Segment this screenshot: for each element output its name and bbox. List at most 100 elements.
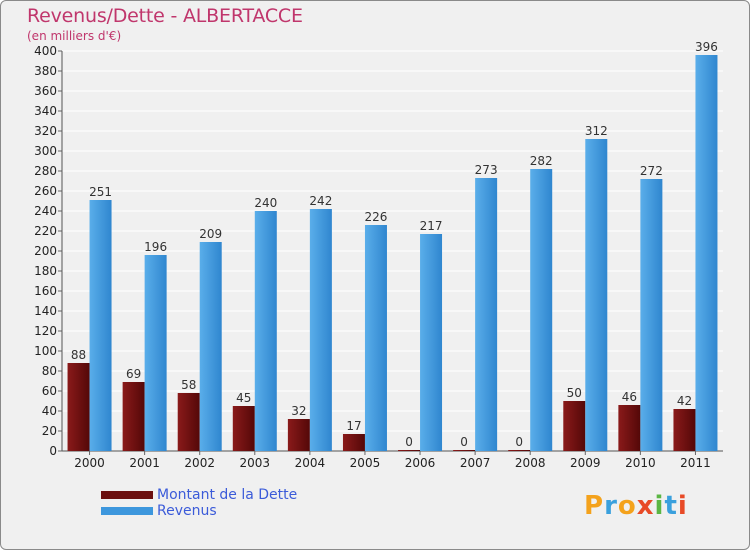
data-label: 42 bbox=[677, 394, 692, 408]
data-label: 45 bbox=[236, 391, 251, 405]
y-tick-label: 140 bbox=[34, 304, 57, 318]
data-label: 242 bbox=[309, 194, 332, 208]
y-tick-label: 160 bbox=[34, 284, 57, 298]
bar-revenus bbox=[420, 234, 443, 451]
logo-letter: t bbox=[664, 491, 678, 521]
bar-revenus bbox=[640, 179, 663, 451]
legend-label-revenus: Revenus bbox=[157, 503, 217, 519]
y-tick-label: 60 bbox=[42, 384, 57, 398]
data-label: 226 bbox=[365, 210, 388, 224]
y-tick-label: 180 bbox=[34, 264, 57, 278]
x-tick-label: 2001 bbox=[129, 456, 160, 470]
logo-letter: o bbox=[617, 491, 637, 521]
y-tick-label: 100 bbox=[34, 344, 57, 358]
logo-letter: r bbox=[604, 491, 618, 521]
y-tick-label: 340 bbox=[34, 104, 57, 118]
bar-dette bbox=[232, 406, 255, 451]
x-tick-label: 2008 bbox=[515, 456, 546, 470]
legend-swatch-dette bbox=[101, 491, 153, 499]
logo-letter: x bbox=[636, 491, 655, 521]
data-label: 196 bbox=[144, 240, 167, 254]
bar-dette bbox=[673, 409, 696, 451]
logo-letter: P bbox=[584, 491, 605, 521]
y-tick-label: 320 bbox=[34, 124, 57, 138]
x-tick-label: 2006 bbox=[405, 456, 436, 470]
bar-revenus bbox=[695, 55, 718, 451]
bar-dette bbox=[122, 382, 145, 451]
legend-item-dette: Montant de la Dette bbox=[101, 487, 297, 503]
data-label: 17 bbox=[346, 419, 361, 433]
bar-dette bbox=[398, 450, 421, 451]
chart-title: Revenus/Dette - ALBERTACCE bbox=[27, 5, 303, 27]
bar-revenus bbox=[309, 209, 332, 451]
y-tick-label: 360 bbox=[34, 84, 57, 98]
data-label: 0 bbox=[405, 435, 413, 449]
bar-dette bbox=[342, 434, 365, 451]
x-tick-label: 2003 bbox=[240, 456, 271, 470]
data-label: 0 bbox=[515, 435, 523, 449]
chart-subtitle: (en milliers d'€) bbox=[27, 29, 122, 43]
data-label: 217 bbox=[420, 219, 443, 233]
logo-letter: i bbox=[677, 491, 688, 521]
y-tick-label: 240 bbox=[34, 204, 57, 218]
data-label: 50 bbox=[567, 386, 582, 400]
bar-revenus bbox=[475, 178, 498, 451]
y-tick-label: 40 bbox=[42, 404, 57, 418]
bar-dette bbox=[508, 450, 531, 451]
data-label: 58 bbox=[181, 378, 196, 392]
data-label: 69 bbox=[126, 367, 141, 381]
x-tick-label: 2004 bbox=[295, 456, 326, 470]
x-tick-label: 2009 bbox=[570, 456, 601, 470]
data-label: 240 bbox=[254, 196, 277, 210]
x-tick-label: 2000 bbox=[74, 456, 105, 470]
y-tick-label: 400 bbox=[34, 44, 57, 58]
data-label: 32 bbox=[291, 404, 306, 418]
bar-revenus bbox=[199, 242, 222, 451]
data-label: 46 bbox=[622, 390, 637, 404]
x-tick-label: 2002 bbox=[184, 456, 215, 470]
y-tick-label: 260 bbox=[34, 184, 57, 198]
y-tick-label: 0 bbox=[49, 444, 57, 458]
bar-revenus bbox=[89, 200, 112, 451]
y-tick-label: 380 bbox=[34, 64, 57, 78]
bar-dette bbox=[563, 401, 586, 451]
data-label: 396 bbox=[695, 40, 718, 54]
bar-revenus bbox=[144, 255, 167, 451]
x-tick-label: 2007 bbox=[460, 456, 491, 470]
y-tick-label: 300 bbox=[34, 144, 57, 158]
data-label: 273 bbox=[475, 163, 498, 177]
x-tick-label: 2011 bbox=[680, 456, 711, 470]
data-label: 312 bbox=[585, 124, 608, 138]
x-tick-label: 2005 bbox=[350, 456, 381, 470]
legend-swatch-revenus bbox=[101, 507, 153, 515]
data-label: 88 bbox=[71, 348, 86, 362]
bar-dette bbox=[453, 450, 476, 451]
data-label: 0 bbox=[460, 435, 468, 449]
y-tick-label: 280 bbox=[34, 164, 57, 178]
data-label: 251 bbox=[89, 185, 112, 199]
bar-dette bbox=[618, 405, 641, 451]
bar-dette bbox=[177, 393, 200, 451]
y-tick-label: 80 bbox=[42, 364, 57, 378]
proxiti-logo: Proxiti bbox=[584, 491, 688, 521]
bar-revenus bbox=[364, 225, 387, 451]
bar-dette bbox=[67, 363, 90, 451]
legend-item-revenus: Revenus bbox=[101, 503, 297, 519]
logo-letter: i bbox=[654, 491, 665, 521]
bar-dette bbox=[287, 419, 310, 451]
bar-revenus bbox=[585, 139, 608, 451]
x-tick-label: 2010 bbox=[625, 456, 656, 470]
bar-revenus bbox=[530, 169, 553, 451]
data-label: 209 bbox=[199, 227, 222, 241]
y-tick-label: 200 bbox=[34, 244, 57, 258]
bar-revenus bbox=[254, 211, 277, 451]
data-label: 272 bbox=[640, 164, 663, 178]
y-tick-label: 120 bbox=[34, 324, 57, 338]
y-tick-label: 20 bbox=[42, 424, 57, 438]
legend: Montant de la Dette Revenus bbox=[101, 487, 297, 519]
legend-label-dette: Montant de la Dette bbox=[157, 487, 298, 503]
y-tick-label: 220 bbox=[34, 224, 57, 238]
data-label: 282 bbox=[530, 154, 553, 168]
